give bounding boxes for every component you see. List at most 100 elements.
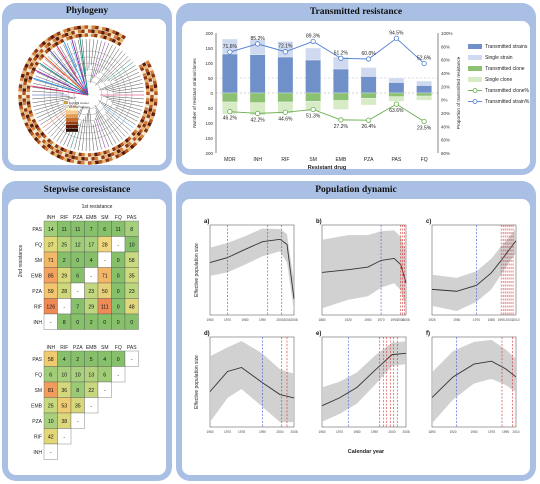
phylo-ring-segment: [32, 121, 38, 126]
phylo-ring-segment: [31, 51, 37, 57]
heat-cell-value: 53: [61, 403, 67, 409]
bar-single-clone: [333, 100, 349, 110]
phylo-ring-segment: [129, 133, 134, 139]
phylo-ring-segment: [139, 133, 145, 139]
phylo-ring-segment: [58, 34, 63, 40]
phylo-ring-segment: [26, 117, 32, 122]
phylo-internal-arc: [55, 62, 121, 128]
heat-cell-value: -: [104, 388, 106, 394]
phylo-ring-segment: [20, 112, 25, 117]
bar-single-clone: [416, 95, 432, 101]
bar-single-strain: [416, 80, 432, 86]
phylo-ring-segment: [138, 121, 144, 126]
phylo-ring-segment: [100, 155, 106, 160]
legend-swatch: [468, 77, 482, 82]
phylo-branch: [108, 99, 143, 107]
phylo-ring-segment: [64, 153, 69, 158]
upper-pct-label: 94.5%: [389, 30, 404, 36]
phylo-ring-segment: [61, 33, 66, 39]
phylo-ring-segment: [101, 26, 107, 32]
phylo-ring-segment: [21, 115, 27, 120]
heat-cell-value: 35: [75, 403, 81, 409]
phylo-ring-segment: [19, 105, 24, 110]
phylo-ring-segment: [97, 155, 102, 160]
phylo-ring-segment: [22, 66, 28, 72]
phylo-branch: [106, 118, 123, 140]
phylo-ring-segment: [74, 155, 79, 160]
pop-x-tick: 1950: [453, 318, 460, 322]
bar-transmitted-strains: [305, 59, 321, 94]
phylo-ring-segment: [119, 38, 124, 43]
phylo-ring-segment: [139, 118, 145, 124]
col-label: PAS: [127, 215, 137, 221]
phylo-clade-line: [35, 69, 89, 96]
phylo-ring-segment: [31, 59, 36, 64]
phylo-branch: [81, 115, 87, 151]
phylo-ring-segment: [105, 149, 111, 154]
heat-cell: [57, 428, 72, 445]
point-strain-pct: [227, 49, 233, 55]
phylo-ring-segment: [107, 32, 112, 37]
heat-cell-value: 2: [76, 357, 79, 363]
phylo-ring-segment: [73, 26, 78, 31]
pop-x-tick: 1995: [498, 318, 505, 322]
phylo-ring-segment: [40, 53, 45, 59]
pop-x-tick: 1995: [502, 430, 509, 434]
phylo-clade-line: [49, 50, 89, 96]
phylo-branch: [32, 96, 71, 100]
phylo-ring-segment: [68, 150, 73, 155]
legend-label: Transmitted clone: [485, 66, 525, 72]
phylo-ring-segment: [148, 81, 153, 86]
heat-cell-value: 10: [61, 372, 67, 378]
pop-x-tick: 1950: [364, 318, 371, 322]
row-label: INH: [33, 320, 42, 326]
stepwise-title: Stepwise coresistance: [43, 185, 131, 195]
phylo-ring-segment: [98, 26, 103, 31]
col-label: INH: [46, 345, 55, 351]
phylo-branch: [74, 40, 85, 81]
phylo-branch: [70, 41, 85, 84]
phylo-ring-segment: [142, 112, 147, 118]
heat-cell-value: -: [90, 273, 92, 279]
phylo-ring-segment: [31, 118, 37, 124]
phylo-ring-segment: [38, 141, 44, 147]
phylo-ring-segment: [140, 126, 145, 131]
phylo-branch: [88, 39, 91, 69]
phylo-ring-segment: [46, 47, 52, 52]
phylo-ring-segment: [25, 60, 31, 65]
phylo-ring-segment: [126, 136, 132, 141]
legend-label: Transmitted strains: [485, 44, 528, 50]
phylo-ring-segment: [110, 33, 115, 39]
phylo-ring-segment: [152, 80, 157, 85]
phylo-internal-arc: [61, 68, 115, 122]
point-strain-pct: [366, 56, 372, 62]
phylo-ring-segment: [24, 63, 29, 69]
phylo-ring-segment: [54, 143, 59, 149]
phylo-ring-segment: [41, 139, 47, 144]
phylo-ring-segment: [31, 126, 36, 131]
phylo-ring-segment: [29, 112, 34, 118]
row-label: PAS: [32, 227, 42, 233]
bar-transmitted-clone: [305, 92, 321, 102]
heat-cell-value: -: [117, 242, 119, 248]
bar-transmitted-strains: [416, 85, 432, 94]
lower-pct-label: 26.4%: [362, 124, 377, 130]
heat-cell-value: 4: [90, 258, 93, 264]
phylo-branch: [111, 101, 142, 111]
phylo-ring-segment: [70, 30, 76, 35]
phylo-branch: [36, 71, 72, 88]
heat-cell-value: 8: [130, 227, 133, 233]
heat-cell-value: 126: [46, 304, 55, 310]
row-label: INH: [33, 450, 42, 456]
phylo-ring-segment: [152, 105, 157, 110]
heat-cell-value: -: [117, 372, 119, 378]
col-label: PZA: [73, 215, 83, 221]
pop-panel-label: e): [316, 331, 321, 337]
pop-confidence-band: [210, 228, 294, 311]
phylo-ring-segment: [141, 123, 147, 128]
pop-x-tick: 2000: [397, 318, 404, 322]
phylo-branch: [44, 58, 66, 76]
heat-cell-value: 25: [48, 403, 54, 409]
phylo-ring-segment: [19, 108, 25, 114]
phylo-ring-segment: [26, 68, 32, 73]
